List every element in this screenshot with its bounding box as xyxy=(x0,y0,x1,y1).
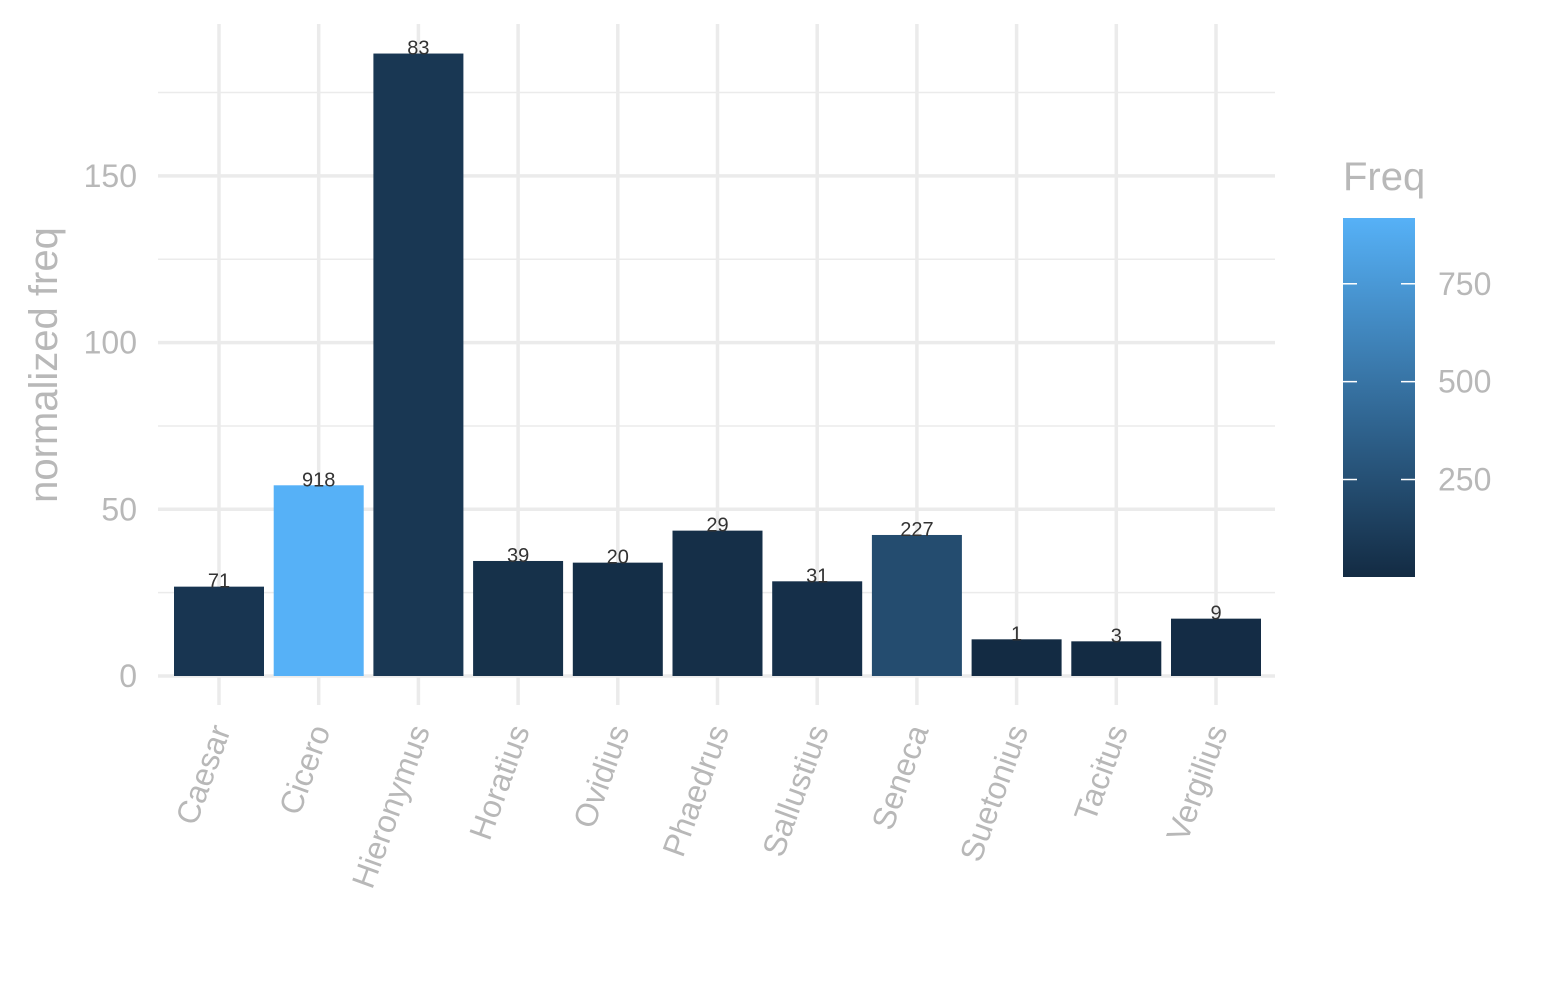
bar-caesar xyxy=(174,586,264,676)
x-tick-label: Suetonius xyxy=(953,720,1036,866)
bar-value-label: 9 xyxy=(1210,603,1221,625)
x-tick-label: Horatius xyxy=(462,720,537,844)
bar-cicero xyxy=(273,485,364,676)
bar-value-label: 3 xyxy=(1111,625,1122,647)
bar-seneca xyxy=(871,534,962,676)
bar-vergilius xyxy=(1171,618,1261,676)
x-tick-label: Cicero xyxy=(272,720,337,819)
bar-horatius xyxy=(473,560,564,676)
bar-value-label: 1 xyxy=(1011,623,1022,645)
legend-title: Freq xyxy=(1343,155,1425,199)
x-tick-label: Phaedrus xyxy=(655,720,736,861)
bar-value-label: 918 xyxy=(302,469,335,491)
y-tick-label: 150 xyxy=(84,158,137,194)
bar-value-label: 83 xyxy=(407,38,429,60)
x-tick-label: Caesar xyxy=(168,720,237,830)
legend-tick-label: 250 xyxy=(1438,462,1491,498)
x-tick-label: Tacitus xyxy=(1067,720,1135,826)
bars xyxy=(174,53,1261,677)
bar-suetonius xyxy=(971,639,1062,676)
x-tick-label: Hieronymus xyxy=(345,720,437,893)
bar-value-label: 20 xyxy=(607,547,629,569)
bar-value-label: 227 xyxy=(900,519,933,541)
bar-tacitus xyxy=(1071,641,1162,676)
y-tick-label: 100 xyxy=(84,325,137,361)
legend-ticks: 250 500 750 xyxy=(1343,266,1491,498)
bar-sallustius xyxy=(772,581,863,676)
bar-hieronymus xyxy=(373,53,464,677)
x-tick-label: Sallustius xyxy=(755,720,836,861)
bar-value-label: 31 xyxy=(806,565,828,587)
x-tick-label: Ovidius xyxy=(566,720,636,833)
legend-tick-label: 500 xyxy=(1438,364,1491,400)
legend-colorbar xyxy=(1343,218,1415,577)
y-axis-title: normalized freq xyxy=(22,227,66,503)
legend: Freq 250 500 750 xyxy=(1343,155,1491,577)
y-tick-label: 50 xyxy=(101,491,137,527)
y-axis: 0 50 100 150 xyxy=(84,158,137,694)
bar-value-label: 71 xyxy=(208,571,230,593)
x-tick-label: Vergilius xyxy=(1159,720,1234,846)
x-tick-label: Seneca xyxy=(865,720,936,834)
bar-value-label: 29 xyxy=(706,515,728,537)
x-axis: Caesar Cicero Hieronymus Horatius Ovidius Pha… xyxy=(168,720,1234,893)
bar-phaedrus xyxy=(672,530,763,676)
legend-tick-label: 750 xyxy=(1438,266,1491,302)
bar-value-label: 39 xyxy=(507,545,529,567)
bar-ovidius xyxy=(572,562,663,676)
y-tick-label: 0 xyxy=(119,658,137,694)
